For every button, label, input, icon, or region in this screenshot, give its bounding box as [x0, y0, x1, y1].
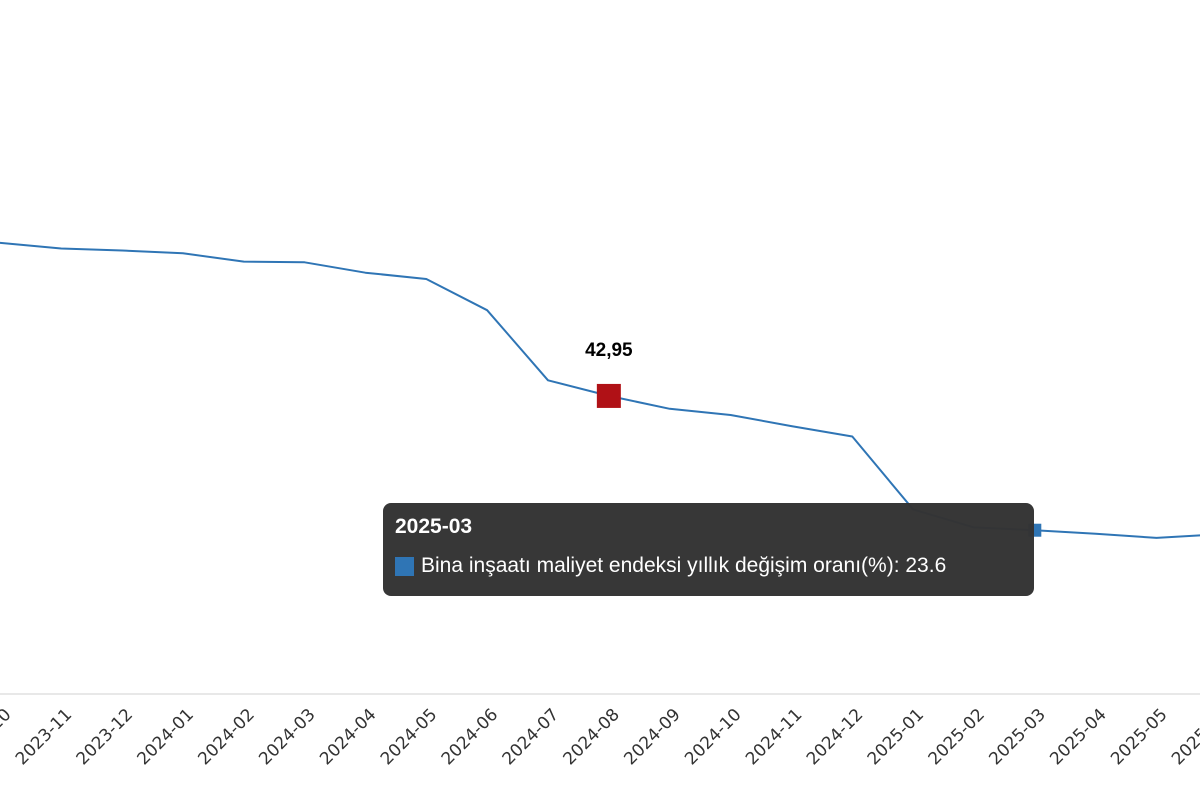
x-tick-label: 2023-10 [0, 705, 15, 769]
tooltip-title: 2025-03 [395, 515, 473, 538]
tooltip-separator: : [893, 554, 906, 577]
x-tick-label: 2025-06 [1168, 705, 1200, 769]
tooltip-value: 23.6 [905, 554, 947, 577]
x-tick-label: 2024-01 [134, 705, 198, 769]
tooltip-row: Bina inşaatı maliyet endeksi yıllık deği… [395, 553, 1022, 579]
x-tick-label: 2024-11 [742, 705, 806, 769]
x-tick-label: 2025-04 [1046, 705, 1110, 769]
x-tick-label: 2025-05 [1107, 705, 1171, 769]
x-tick-label: 2025-03 [985, 705, 1049, 769]
x-tick-label: 2024-07 [499, 705, 563, 769]
x-tick-label: 2025-02 [925, 705, 989, 769]
x-tick-label: 2025-01 [864, 705, 928, 769]
highlight-marker[interactable] [596, 383, 621, 408]
chart-tooltip: 2025-03 Bina inşaatı maliyet endeksi yıl… [383, 503, 1034, 596]
x-tick-label: 2024-12 [803, 705, 867, 769]
x-tick-label: 2023-12 [73, 705, 137, 769]
x-tick-label: 2024-09 [620, 705, 684, 769]
tooltip-series-name: Bina inşaatı maliyet endeksi yıllık deği… [421, 554, 894, 577]
x-tick-label: 2024-05 [377, 705, 441, 769]
x-tick-label: 2024-10 [681, 705, 745, 769]
data-labels: 42,95 [585, 340, 633, 361]
x-tick-label: 2024-06 [438, 705, 502, 769]
x-axis-ticks: 2023-102023-112023-122024-012024-022024-… [0, 705, 1200, 769]
x-tick-label: 2024-02 [194, 705, 258, 769]
highlight-value-label: 42,95 [585, 340, 633, 361]
x-tick-label: 2024-04 [316, 705, 380, 769]
x-tick-label: 2023-11 [12, 705, 76, 769]
tooltip-series-swatch [395, 556, 414, 576]
x-tick-label: 2024-03 [255, 705, 319, 769]
x-tick-label: 2024-08 [560, 705, 624, 769]
